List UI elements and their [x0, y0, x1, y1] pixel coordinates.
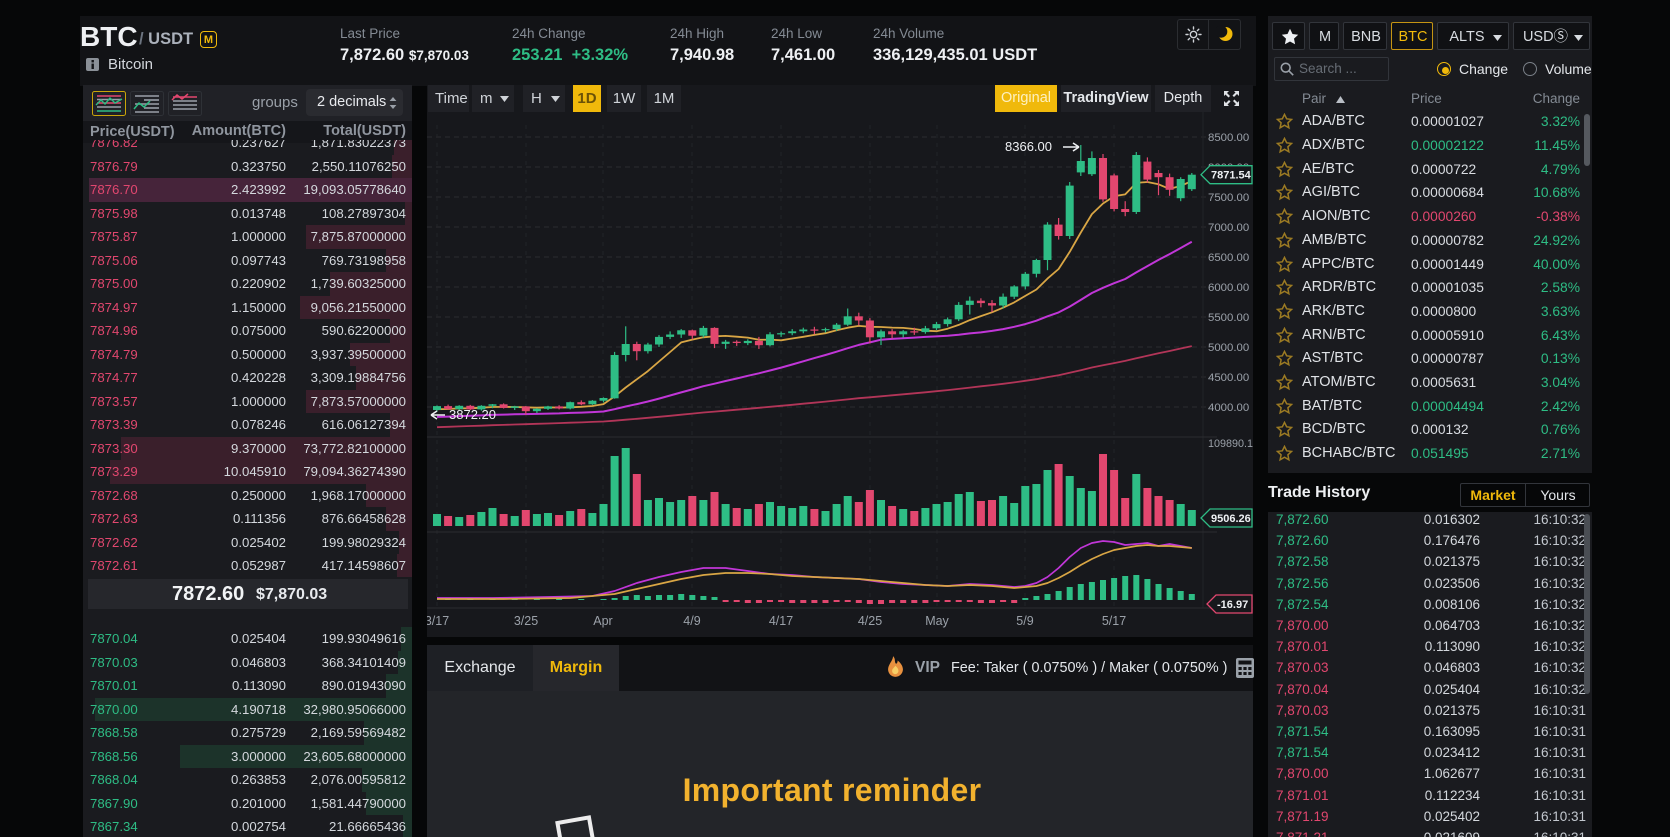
svg-text:4/17: 4/17	[769, 614, 793, 628]
svg-text:4/9: 4/9	[683, 614, 700, 628]
svg-text:9506.26: 9506.26	[1211, 513, 1251, 525]
svg-text:3/25: 3/25	[514, 614, 538, 628]
svg-text:4/25: 4/25	[858, 614, 882, 628]
svg-text:5/9: 5/9	[1016, 614, 1033, 628]
svg-text:5000.00: 5000.00	[1208, 342, 1249, 354]
svg-text:3872.20: 3872.20	[449, 407, 496, 422]
svg-text:6000.00: 6000.00	[1208, 282, 1249, 294]
svg-text:7500.00: 7500.00	[1208, 192, 1249, 204]
svg-text:4000.00: 4000.00	[1208, 402, 1249, 414]
svg-text:5/17: 5/17	[1102, 614, 1126, 628]
svg-text:7000.00: 7000.00	[1208, 222, 1249, 234]
svg-text:8500.00: 8500.00	[1208, 132, 1249, 144]
svg-text:8366.00: 8366.00	[1005, 139, 1052, 154]
svg-text:5500.00: 5500.00	[1208, 312, 1249, 324]
svg-text:4500.00: 4500.00	[1208, 372, 1249, 384]
svg-text:Apr: Apr	[593, 614, 612, 628]
svg-text:6500.00: 6500.00	[1208, 252, 1249, 264]
svg-text:109890.13: 109890.13	[1208, 438, 1253, 450]
svg-text:3/17: 3/17	[427, 614, 449, 628]
svg-text:7871.54: 7871.54	[1211, 170, 1252, 182]
svg-text:May: May	[925, 614, 949, 628]
svg-text:-16.97: -16.97	[1217, 599, 1248, 611]
